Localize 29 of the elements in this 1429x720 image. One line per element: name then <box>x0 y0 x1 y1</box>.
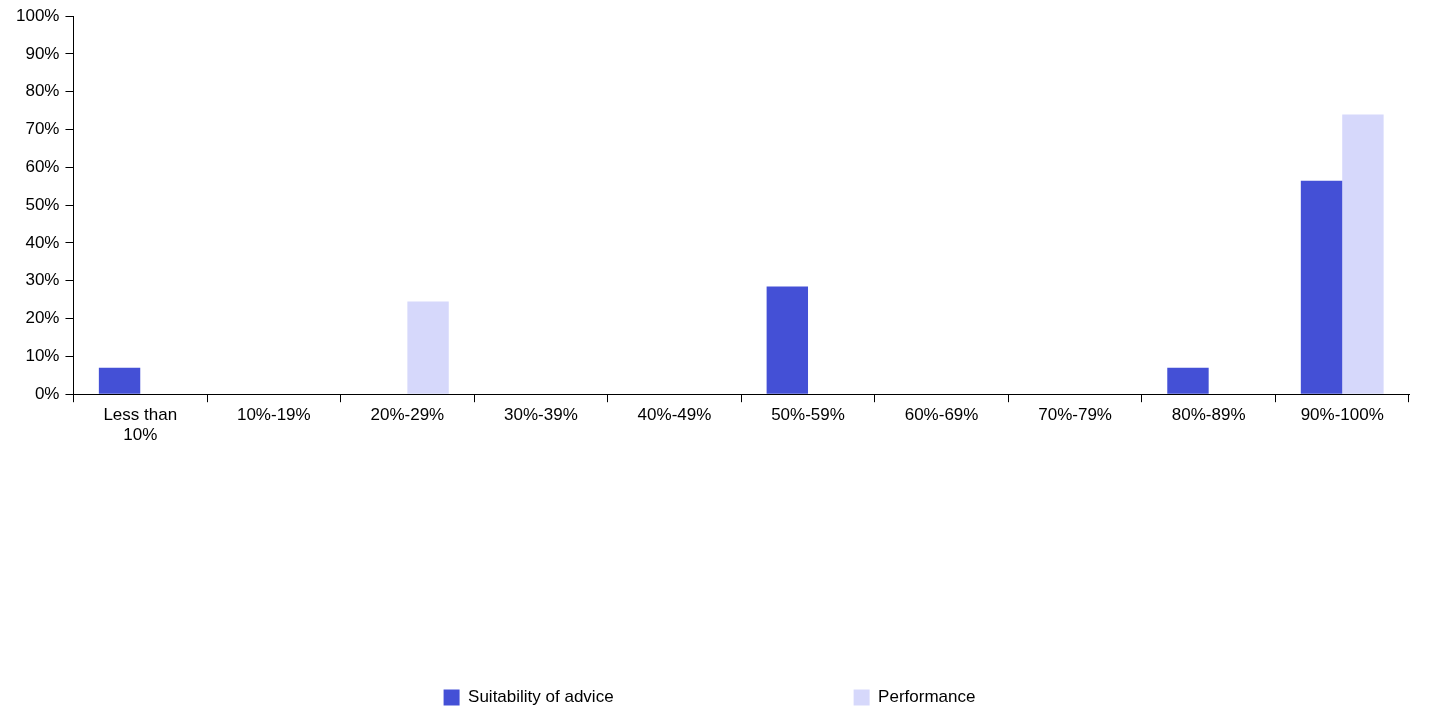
y-tick-label: 0% <box>34 383 60 403</box>
bar <box>1342 114 1384 394</box>
x-tick-label: 20%-29% <box>370 405 445 425</box>
y-tick-label: 70% <box>25 119 60 139</box>
y-tick-label: 40% <box>25 232 60 252</box>
y-tick-label: 80% <box>25 81 60 101</box>
x-tick-label: 10%-19% <box>236 405 311 425</box>
x-tick-label: 70%-79% <box>1038 405 1112 425</box>
bar <box>98 367 141 394</box>
x-tick-label: 50%-59% <box>771 405 845 425</box>
x-tick-label: Less than 10% <box>103 405 178 445</box>
y-tick-label: 50% <box>25 194 60 214</box>
legend-label: Suitability of advice <box>468 687 614 707</box>
y-tick-label: 10% <box>25 346 60 366</box>
x-tick-label: 30%-39% <box>504 405 578 425</box>
x-tick-label: 60%-69% <box>904 405 979 425</box>
y-tick-label: 30% <box>25 270 60 290</box>
y-tick-label: 20% <box>25 308 60 328</box>
bar <box>1300 180 1343 394</box>
legend-label: Performance <box>878 687 976 707</box>
y-tick-label: 90% <box>25 43 60 63</box>
x-tick-label: 40%-49% <box>637 405 712 425</box>
bar <box>766 286 809 394</box>
bar <box>1167 367 1209 394</box>
y-tick-label: 100% <box>16 5 60 25</box>
y-tick-label: 60% <box>25 157 60 177</box>
bar <box>407 301 449 394</box>
x-tick-label: 90%-100% <box>1300 405 1384 425</box>
x-tick-label: 80%-89% <box>1171 405 1246 425</box>
